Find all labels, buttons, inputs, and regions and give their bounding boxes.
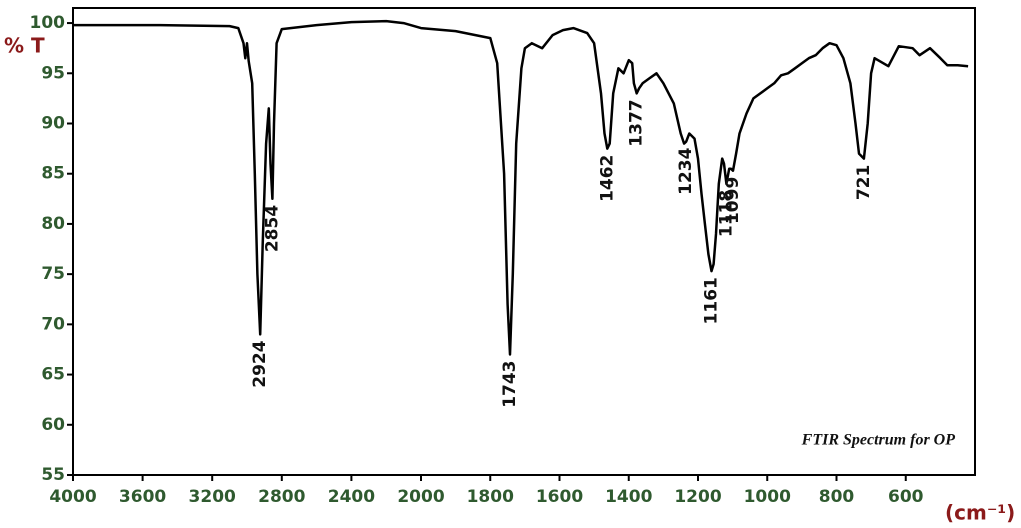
y-tick-label: 85 (41, 164, 65, 184)
x-tick-label: 1800 (467, 487, 514, 507)
spectrum-line (73, 19, 969, 356)
x-tick-label: 1600 (536, 487, 583, 507)
y-tick-label: 90 (41, 113, 65, 133)
peak-label: 1234 (676, 147, 696, 194)
plot-frame (72, 7, 976, 476)
x-tick-label: 3600 (119, 487, 166, 507)
x-tick-label: 600 (888, 487, 924, 507)
x-tick-label: 2800 (258, 487, 305, 507)
y-tick-label: 80 (41, 214, 65, 234)
y-tick-label: 55 (41, 465, 65, 485)
x-tick-label: 2000 (397, 487, 444, 507)
x-tick-label: 2400 (328, 487, 375, 507)
x-tick-label: 1400 (605, 487, 652, 507)
x-tick-label: 4000 (49, 487, 96, 507)
chart-note: FTIR Spectrum for OP (801, 432, 956, 449)
y-tick-label: 95 (41, 63, 65, 83)
x-tick-label: 1000 (744, 487, 791, 507)
y-tick-label: 60 (41, 415, 65, 435)
peak-label: 1462 (597, 155, 617, 202)
peak-label: 2854 (262, 205, 282, 252)
y-tick-label: 70 (41, 314, 65, 334)
peak-label: 1099 (723, 177, 743, 224)
y-tick-label: 100 (30, 13, 66, 33)
peak-label: 1118 (716, 190, 736, 237)
peak-label: 1743 (500, 360, 520, 407)
x-tick-label: 800 (819, 487, 855, 507)
peak-label: 1161 (702, 277, 722, 324)
peak-label: 1377 (627, 99, 647, 146)
x-axis-label: (cm⁻¹) (945, 501, 1015, 525)
peak-label: 721 (854, 165, 874, 201)
y-tick-label: 75 (41, 264, 65, 284)
x-tick-label: 1200 (674, 487, 721, 507)
y-tick-label: 65 (41, 365, 65, 385)
x-tick-label: 3200 (189, 487, 236, 507)
y-axis-label: % T (4, 34, 45, 58)
peak-label: 2924 (250, 340, 270, 387)
